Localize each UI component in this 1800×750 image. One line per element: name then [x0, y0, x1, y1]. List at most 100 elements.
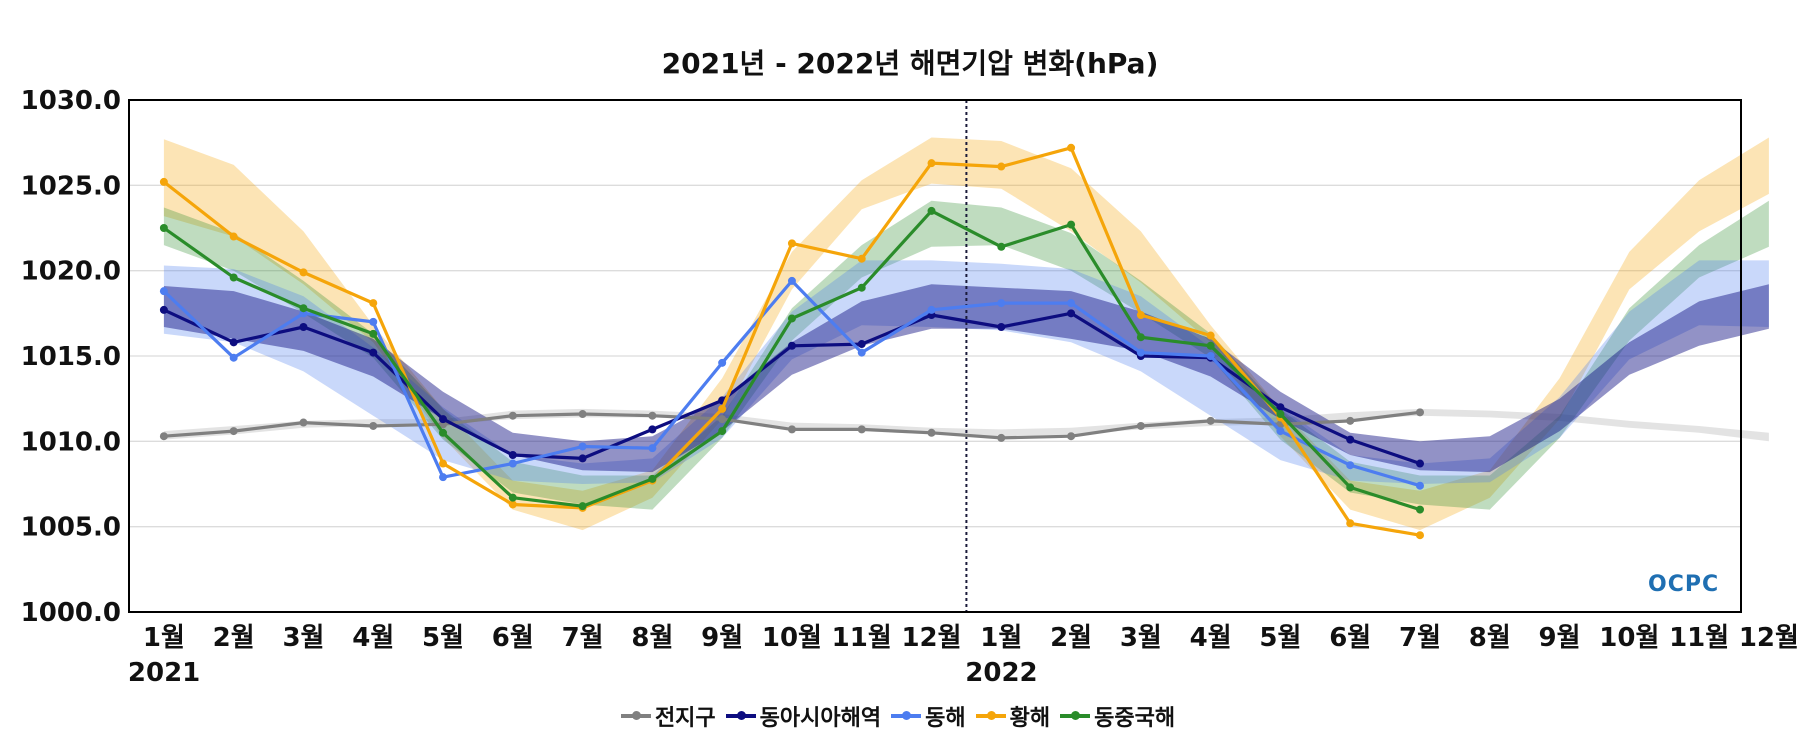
data-point [369, 317, 378, 326]
y-tick-label: 1015.0 [21, 342, 121, 372]
data-point [508, 493, 517, 502]
data-point [1415, 505, 1424, 514]
y-tick-label: 1020.0 [21, 257, 121, 287]
y-tick-label: 1010.0 [21, 427, 121, 457]
data-point [787, 239, 796, 248]
data-point [787, 314, 796, 323]
data-point [927, 428, 936, 437]
data-point [1136, 311, 1145, 320]
data-point [578, 502, 587, 511]
x-tick-label: 3월 [282, 623, 324, 653]
data-point [648, 474, 657, 483]
data-point [857, 254, 866, 263]
x-tick-label: 11월 [832, 623, 892, 653]
legend-item: 황해 [975, 700, 1054, 732]
x-tick-label: 6월 [492, 623, 534, 653]
data-point [1415, 531, 1424, 540]
ocpc-logo: OCPC [1648, 572, 1720, 597]
data-point [787, 425, 796, 434]
chart-title: 2021년 - 2022년 해면기압 변화(hPa) [662, 47, 1159, 80]
data-point [1206, 416, 1215, 425]
data-point [439, 428, 448, 437]
data-point [508, 500, 517, 509]
data-point [1206, 331, 1215, 340]
x-tick-label: 8월 [1469, 623, 1511, 653]
legend-label: 동해 [925, 706, 966, 731]
data-point [508, 459, 517, 468]
data-point [229, 353, 238, 362]
data-point [229, 273, 238, 282]
legend-label: 동아시아해역 [759, 706, 882, 731]
data-point [369, 329, 378, 338]
data-point [229, 427, 238, 436]
y-tick-label: 1005.0 [21, 513, 121, 543]
year-label: 2022 [965, 658, 1037, 688]
data-point [997, 162, 1006, 171]
data-point [997, 299, 1006, 308]
data-point [159, 305, 168, 314]
legend-item: 전지구 [620, 700, 720, 732]
data-point [299, 268, 308, 277]
data-point [997, 242, 1006, 251]
data-point [1067, 220, 1076, 229]
legend-swatch-icon [975, 711, 1006, 720]
y-tick-label: 1000.0 [21, 598, 121, 628]
x-tick-label: 12월 [1739, 623, 1799, 653]
legend-swatch-icon [620, 711, 651, 720]
data-point [299, 322, 308, 331]
data-point [1346, 416, 1355, 425]
data-point [1136, 421, 1145, 430]
data-point [1346, 435, 1355, 444]
data-point [927, 159, 936, 168]
data-point [369, 421, 378, 430]
data-point [439, 473, 448, 482]
data-point [857, 340, 866, 349]
data-point [1276, 403, 1285, 412]
data-point [159, 177, 168, 186]
data-point [1206, 341, 1215, 350]
data-point [159, 287, 168, 296]
data-point [997, 433, 1006, 442]
x-tick-label: 9월 [1539, 623, 1581, 653]
data-point [1276, 410, 1285, 419]
year-label: 2021 [128, 658, 200, 688]
data-point [927, 206, 936, 215]
data-point [857, 283, 866, 292]
legend-label: 동중국해 [1094, 706, 1176, 731]
data-point [648, 411, 657, 420]
data-point [369, 348, 378, 357]
data-point [718, 415, 727, 424]
y-tick-label: 1030.0 [21, 86, 121, 116]
y-tick-label: 1025.0 [21, 171, 121, 201]
data-point [1136, 333, 1145, 342]
data-point [648, 444, 657, 453]
data-point [1067, 309, 1076, 318]
data-point [648, 425, 657, 434]
x-tick-label: 5월 [422, 623, 464, 653]
data-point [578, 454, 587, 463]
x-tick-label: 11월 [1669, 623, 1729, 653]
data-point [439, 415, 448, 424]
data-point [1136, 348, 1145, 357]
x-tick-label: 9월 [701, 623, 743, 653]
legend-label: 황해 [1009, 706, 1051, 731]
sea-level-pressure-chart: 2021년 - 2022년 해면기압 변화(hPa) 1000.0 1005.0 1… [21, 47, 1799, 688]
data-point [1415, 459, 1424, 468]
x-tick-label: 12월 [901, 623, 961, 653]
data-point [718, 358, 727, 367]
chart-legend: 전지구 동아시아해역 동해 황해 동중국해 [0, 700, 1800, 732]
data-point [508, 411, 517, 420]
data-point [159, 224, 168, 232]
legend-item: 동중국해 [1060, 700, 1179, 732]
data-point [1346, 519, 1355, 528]
data-point [718, 427, 727, 436]
x-tick-label: 10월 [1599, 623, 1659, 653]
x-tick-label: 4월 [1190, 623, 1232, 653]
range-band-0 [163, 408, 1769, 442]
x-tick-label: 1월 [980, 623, 1022, 653]
data-point [1346, 483, 1355, 492]
data-point [857, 425, 866, 434]
data-point [1415, 408, 1424, 417]
data-point [439, 459, 448, 468]
x-tick-label: 6월 [1329, 623, 1371, 653]
